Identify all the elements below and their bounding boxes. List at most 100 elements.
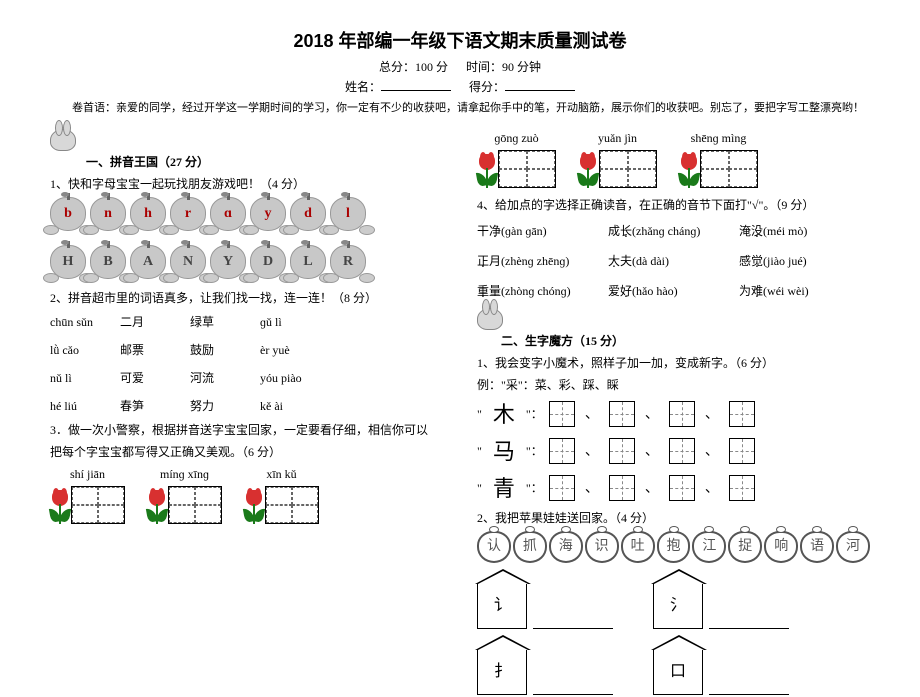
tian-box[interactable] [729, 475, 755, 501]
pinyin-label: shēnɡ mìng [691, 129, 747, 147]
apple-char: 认 [477, 531, 511, 563]
apple-letter: r [170, 197, 206, 231]
tian-box[interactable] [669, 438, 695, 464]
apple-char: 海 [549, 531, 583, 563]
char-box[interactable] [168, 486, 222, 524]
reading-grid: 干净(ɡàn ɡān)成长(zhǎnɡ chánɡ)淹没(méi mò)正月(z… [477, 222, 870, 300]
tulip-icon [477, 154, 497, 188]
section1-title: 一、拼音王国（27 分） [50, 153, 443, 171]
name-label: 姓名： [345, 80, 381, 94]
reading-item: 成长(zhǎnɡ chánɡ) [608, 222, 739, 240]
tulip-unit: shēnɡ mìng [679, 129, 758, 188]
q1b-text: 1、我会变字小魔术，照样子加一加，变成新字。（6 分） [477, 354, 870, 372]
house-icon: 扌 [477, 649, 527, 695]
apple2-row: 认抓海识吐抱江捉响语河 [477, 531, 870, 563]
tulip-icon [244, 490, 264, 524]
name-score-row: 姓名： 得分： [50, 78, 870, 96]
answer-blank[interactable] [533, 615, 613, 629]
apple-char: 抓 [513, 531, 547, 563]
left-column: 一、拼音王国（27 分） 1、快和字母宝宝一起玩找朋友游戏吧！（4 分） bnh… [50, 125, 443, 697]
house-unit: 讠 [477, 569, 613, 629]
answer-blank[interactable] [709, 615, 789, 629]
page-title: 2018 年部编一年级下语文期末质量测试卷 [50, 28, 870, 55]
tian-box[interactable] [669, 401, 695, 427]
time-label: 时间：90 分钟 [466, 60, 541, 74]
house-icon: 口 [653, 649, 703, 695]
match-cell: 绿草 [190, 313, 260, 331]
char-box[interactable] [71, 486, 125, 524]
rabbit-icon-2 [477, 308, 503, 330]
tian-box[interactable] [549, 401, 575, 427]
tulip-unit: ɡōnɡ zuò [477, 129, 556, 188]
match-cell: nǔ lì [50, 369, 120, 387]
apple-letter: y [250, 197, 286, 231]
char-box[interactable] [700, 150, 758, 188]
match-cell: yóu piào [260, 369, 330, 387]
pinyin-label: shí jiān [70, 465, 105, 483]
match-cell: 邮票 [120, 341, 190, 359]
apple-row-1: bnhrɑydl [50, 197, 443, 231]
house-unit: 氵 [653, 569, 789, 629]
q1-text: 1、快和字母宝宝一起玩找朋友游戏吧！（4 分） [50, 175, 443, 193]
apple-letter: B [90, 245, 126, 279]
right-column: ɡōnɡ zuò yuǎn jìn shēnɡ mìng 4、给加点的字选择正确读音… [477, 125, 870, 697]
apple-char: 吐 [621, 531, 655, 563]
char-box[interactable] [265, 486, 319, 524]
rabbit-icon [50, 129, 76, 151]
house-icon: 讠 [477, 583, 527, 629]
example-text: 例："采"：菜、彩、踩、睬 [477, 376, 870, 394]
tian-row: "马"：、、、 [477, 435, 870, 468]
match-cell: ɡǔ lì [260, 313, 330, 331]
match-cell: kě ài [260, 397, 330, 415]
tian-box[interactable] [609, 438, 635, 464]
apple-letter: N [170, 245, 206, 279]
q3-text-b: 把每个字宝宝都写得又正确又美观。（6 分） [50, 443, 443, 461]
tulip-icon [147, 490, 167, 524]
house-row-1: 讠氵 [477, 569, 870, 629]
tulip-row-right: ɡōnɡ zuò yuǎn jìn shēnɡ mìng [477, 129, 870, 188]
apple-char: 响 [764, 531, 798, 563]
pinyin-label: xīn kǔ [266, 465, 296, 483]
tian-rows: "木"：、、、"马"：、、、"青"：、、、 [477, 398, 870, 505]
tulip-icon [679, 154, 699, 188]
match-grid: chūn sǔn二月绿草ɡǔ lìlǜ cǎo邮票鼓励èr yuènǔ lì可爱… [50, 313, 443, 415]
apple-letter: L [290, 245, 326, 279]
char-box[interactable] [599, 150, 657, 188]
apple-letter: Y [210, 245, 246, 279]
apple-letter: n [90, 197, 126, 231]
tian-box[interactable] [729, 401, 755, 427]
apple-char: 识 [585, 531, 619, 563]
tian-box[interactable] [669, 475, 695, 501]
tulip-icon [578, 154, 598, 188]
apple-char: 语 [800, 531, 834, 563]
base-char: 马 [488, 435, 520, 468]
tian-box[interactable] [729, 438, 755, 464]
apple-letter: D [250, 245, 286, 279]
match-cell: 河流 [190, 369, 260, 387]
tulip-unit: yuǎn jìn [578, 129, 657, 188]
char-box[interactable] [498, 150, 556, 188]
answer-blank[interactable] [709, 681, 789, 695]
match-cell: 鼓励 [190, 341, 260, 359]
tian-box[interactable] [549, 438, 575, 464]
tian-box[interactable] [549, 475, 575, 501]
apple-char: 江 [692, 531, 726, 563]
reading-item: 淹没(méi mò) [739, 222, 870, 240]
apple-letter: R [330, 245, 366, 279]
score-label: 得分： [469, 80, 505, 94]
tian-box[interactable] [609, 475, 635, 501]
tulip-unit: mínɡ xīnɡ [147, 465, 222, 524]
q2b-text: 2、我把苹果娃娃送回家。（4 分） [477, 509, 870, 527]
name-blank[interactable] [381, 79, 451, 91]
score-blank[interactable] [505, 79, 575, 91]
tian-box[interactable] [609, 401, 635, 427]
reading-item: 重量(zhònɡ chónɡ) [477, 282, 608, 300]
q4-text: 4、给加点的字选择正确读音，在正确的音节下面打"√"。（9 分） [477, 196, 870, 214]
apple-letter: h [130, 197, 166, 231]
answer-blank[interactable] [533, 681, 613, 695]
base-char: 青 [488, 472, 520, 505]
house-icon: 氵 [653, 583, 703, 629]
q2-text: 2、拼音超市里的词语真多，让我们找一找，连一连！（8 分） [50, 289, 443, 307]
pinyin-label: ɡōnɡ zuò [494, 129, 538, 147]
tulip-unit: shí jiān [50, 465, 125, 524]
